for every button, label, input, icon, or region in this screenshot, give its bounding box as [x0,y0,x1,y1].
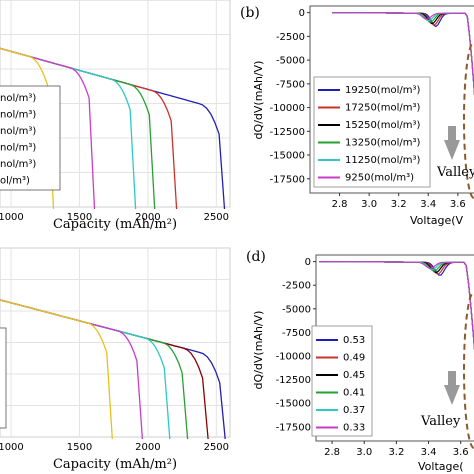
x-tick-label: 1500 [67,442,92,453]
panel-b: (b) 0 -2500 -5000 -7500 -10000 -12500 -15000 -1… [240,5,474,227]
y-tick-label: -17500 [276,422,311,433]
legend-label: 11250(mol/m³) [345,155,420,166]
x-tick-label: 3.2 [388,447,404,458]
y-tick-label: -17500 [270,174,305,185]
legend-label: nol/m³) [0,159,36,170]
x-tick-label: 1000 [0,442,24,453]
panel-a-x-label: Capacity (mAh/m²) [53,217,177,232]
panel-d-legend-entries: 0.53 0.49 0.45 0.41 0.37 0.33 [316,335,365,434]
legend-label: 19250(mol/m³) [345,85,420,96]
series-line [0,47,55,210]
panel-c: 1000 1500 2000 2500 Capacity (mAh/m²) [0,247,231,472]
y-tick-label: 0 [299,8,305,19]
legend-label: nol/m³) [0,126,36,137]
x-tick-label: 3.2 [391,199,407,210]
legend-label: 9250(mol/m³) [345,173,414,184]
panel-d-x-ticks: 2.8 3.0 3.2 3.4 3.6 [324,441,469,458]
legend-label: ol/m³) [0,176,30,187]
panel-d-legend [311,325,373,437]
panel-a-x-ticks: 1000 1500 2000 2500 [0,212,229,223]
panel-d-x-label: Voltage( [418,460,464,473]
legend-label: 0.37 [343,405,365,416]
y-tick-label: -12500 [270,127,305,138]
x-tick-label: 3.4 [420,199,436,210]
y-tick-label: -10000 [270,103,305,114]
panel-b-series [332,12,474,96]
panel-b-y-ticks: 0 -2500 -5000 -7500 -10000 -12500 -15000 -17500 [270,8,310,185]
x-tick-label: 2000 [135,212,160,223]
y-tick-label: -7500 [282,328,311,339]
panel-c-x-label: Capacity (mAh/m²) [53,457,177,472]
x-tick-label: 2500 [204,212,229,223]
x-tick-label: 3.6 [450,199,466,210]
panel-b-legend [313,76,431,188]
series-line [0,299,209,440]
panel-b-y-label: dQ/dV(mAh/V) [252,61,265,140]
legend-label: 13250(mol/m³) [345,138,420,149]
panel-d-y-ticks: 0 -2500 -5000 -7500 -10000 -12500 -15000 -17500 [276,257,316,433]
y-tick-label: -2500 [282,281,311,292]
legend-label: 15250(mol/m³) [345,120,420,131]
panel-b-annotation: Valley [436,165,474,180]
legend-label: 0.45 [343,370,365,381]
panel-b-x-label: Voltage(V [410,214,464,227]
y-tick-label: -12500 [276,375,311,386]
panel-d-series [319,261,474,351]
panel-c-legend [0,327,7,429]
x-tick-label: 1500 [67,212,92,223]
y-tick-label: -10000 [276,352,311,363]
x-tick-label: 3.6 [453,447,469,458]
panel-d-arrow-icon [444,371,460,405]
legend-label: nol/m³) [0,110,36,121]
x-tick-label: 2.8 [324,447,340,458]
series-line [332,12,474,96]
y-tick-label: -15000 [276,399,311,410]
series-line [0,299,113,440]
panel-c-series [0,299,226,440]
legend-label: 0.49 [343,353,365,364]
panel-b-frame [309,5,474,194]
series-line [319,261,474,351]
x-tick-label: 3.0 [361,199,377,210]
panel-b-arrow-icon [444,126,460,160]
panel-c-x-ticks: 1000 1500 2000 2500 [0,442,229,453]
y-tick-label: -7500 [276,79,305,90]
x-tick-label: 3.4 [421,447,437,458]
panel-d: (d) 0 -2500 -5000 -7500 -10000 -12500 -15000 -1… [246,249,474,473]
legend-label: 17250(mol/m³) [345,103,420,114]
legend-label: 0.41 [343,388,365,399]
panel-d-valley-ellipse [463,291,474,449]
legend-label: 0.53 [343,335,365,346]
panel-d-tag: (d) [246,249,266,265]
y-tick-label: -5000 [282,304,311,315]
panel-d-y-label: dQ/dV(mAh/V) [252,311,265,390]
panel-a: nol/m³) nol/m³) nol/m³) nol/m³) nol/m³) ol/m³… [0,0,231,232]
series-line [0,299,226,440]
y-tick-label: -5000 [276,56,305,67]
y-tick-label: -2500 [276,32,305,43]
series-line [0,299,144,440]
panel-b-x-ticks: 2.8 3.0 3.2 3.4 3.6 [332,193,466,210]
y-tick-label: 0 [305,257,311,268]
y-tick-label: -15000 [270,151,305,162]
panel-d-annotation: Valley [420,414,461,429]
legend-label: nol/m³) [0,93,36,104]
panel-b-legend-entries: 19250(mol/m³) 17250(mol/m³) 15250(mol/m³) 1… [318,85,420,184]
series-line [0,299,171,440]
series-line [0,299,189,440]
x-tick-label: 2.8 [332,199,348,210]
x-tick-label: 3.0 [356,447,372,458]
legend-label: nol/m³) [0,143,36,154]
panel-a-series [0,47,226,210]
panel-a-legend-labels: nol/m³) nol/m³) nol/m³) nol/m³) nol/m³) ol/m³… [0,93,36,187]
panel-c-grid [0,248,230,437]
x-tick-label: 2500 [204,442,229,453]
x-tick-label: 1000 [0,212,24,223]
legend-label: 0.33 [343,423,365,434]
panel-a-legend [0,85,61,191]
panel-b-tag: (b) [240,5,260,21]
x-tick-label: 2000 [135,442,160,453]
